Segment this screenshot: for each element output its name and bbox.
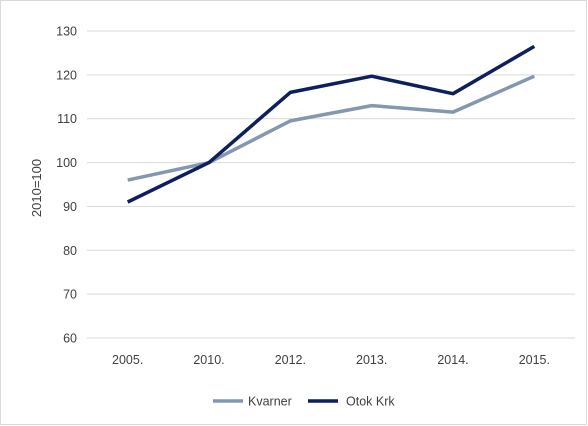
x-tick-label: 2010. [193,353,224,367]
legend: Kvarner Otok Krk [213,395,395,409]
gridlines [87,30,575,339]
y-tick-label: 70 [63,288,77,302]
y-tick-label: 110 [57,112,77,126]
x-tick-label: 2014. [437,353,468,367]
x-tick-label: 2015. [519,353,550,367]
y-tick-label: 100 [56,156,77,170]
x-tick-label: 2013. [356,353,387,367]
legend-label: Kvarner [248,395,292,409]
y-axis-ticks: 60 70 80 90 100 110 120 130 [56,25,77,346]
x-axis-ticks: 2005. 2010. 2012. 2013. 2014. 2015. [112,353,550,367]
x-tick-label: 2005. [112,353,143,367]
series-line-otok-krk [126,44,536,204]
y-tick-label: 90 [63,200,77,214]
legend-label: Otok Krk [346,395,395,409]
x-tick-label: 2012. [275,353,306,367]
y-tick-label: 120 [56,68,77,82]
y-tick-label: 60 [63,332,77,346]
series-line-kvarner [127,74,536,182]
y-axis-title: 2010=100 [29,159,44,217]
series-lines [126,44,536,204]
y-tick-label: 130 [56,25,77,39]
y-tick-label: 80 [63,244,77,258]
